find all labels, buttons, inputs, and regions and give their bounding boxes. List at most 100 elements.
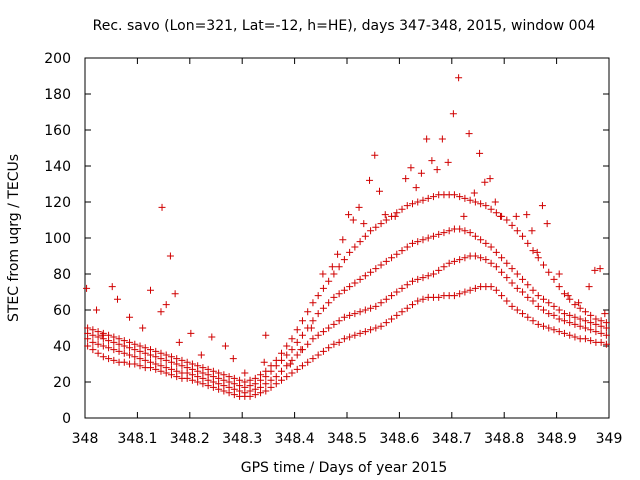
data-point: [272, 373, 280, 381]
data-point: [414, 198, 422, 206]
data-point: [508, 265, 516, 273]
data-point: [355, 203, 363, 211]
data-point: [98, 331, 106, 339]
data-point: [602, 319, 610, 327]
data-point: [229, 355, 237, 363]
data-point: [162, 351, 170, 359]
data-point: [283, 362, 291, 370]
data-point: [455, 74, 463, 82]
data-point: [272, 380, 280, 388]
data-point: [340, 335, 348, 343]
data-point: [319, 328, 327, 336]
data-point: [571, 301, 579, 309]
data-point: [382, 295, 390, 303]
data-point: [340, 313, 348, 321]
x-tick-label: 348.1: [117, 431, 157, 447]
data-point: [340, 256, 348, 264]
data-point: [576, 315, 584, 323]
data-point: [486, 175, 494, 183]
data-point: [487, 259, 495, 267]
data-point: [534, 254, 542, 262]
data-point: [419, 295, 427, 303]
data-point: [361, 306, 369, 314]
data-point: [444, 158, 452, 166]
data-point: [412, 184, 420, 192]
data-point: [581, 317, 589, 325]
data-point: [571, 313, 579, 321]
data-point: [257, 383, 265, 391]
data-point: [409, 200, 416, 208]
data-point: [492, 209, 500, 217]
data-point: [108, 283, 116, 291]
data-point: [503, 274, 511, 282]
data-point: [529, 297, 537, 305]
data-point: [508, 302, 516, 310]
data-point: [126, 313, 134, 321]
data-point: [298, 317, 306, 325]
data-point: [267, 376, 275, 384]
data-point: [393, 209, 401, 217]
data-point: [262, 331, 270, 339]
data-point: [587, 319, 595, 327]
data-point: [435, 293, 443, 301]
data-point: [540, 306, 547, 314]
data-point: [372, 223, 380, 231]
data-point: [524, 313, 532, 321]
data-point: [424, 234, 432, 242]
data-point: [236, 376, 244, 384]
data-point: [221, 342, 229, 350]
data-point: [429, 232, 437, 240]
data-point: [230, 374, 238, 382]
data-point: [433, 166, 441, 174]
data-point: [602, 340, 610, 348]
data-point: [173, 367, 181, 375]
data-point: [314, 331, 322, 339]
data-point: [512, 212, 520, 220]
data-point: [209, 367, 217, 375]
data-point: [477, 200, 485, 208]
data-point: [555, 306, 563, 314]
data-point: [519, 232, 527, 240]
data-point: [304, 308, 312, 316]
data-point: [194, 362, 202, 370]
data-point: [351, 279, 359, 287]
data-point: [314, 292, 322, 300]
data-point: [560, 310, 568, 318]
data-point: [288, 356, 296, 364]
data-point: [403, 281, 411, 289]
data-point: [482, 256, 490, 264]
x-tick-label: 348.7: [432, 431, 472, 447]
data-point: [402, 175, 410, 183]
data-point: [220, 371, 228, 379]
data-point: [367, 227, 375, 235]
data-point: [251, 374, 259, 382]
x-axis-ticks: 348 348.1 348.2 348.3 348.4 348.5 348.6 348.7 34…: [72, 58, 622, 447]
y-tick-label: 140: [44, 159, 71, 175]
data-point: [471, 284, 479, 292]
data-point: [293, 338, 301, 346]
data-point: [136, 362, 144, 370]
data-point: [461, 254, 469, 262]
data-point: [288, 346, 296, 354]
data-point: [187, 329, 195, 337]
data-point: [597, 338, 605, 346]
data-point: [147, 286, 154, 294]
plot-frame: [84, 57, 610, 419]
data-point: [377, 261, 385, 269]
data-point: [157, 349, 165, 357]
data-point: [414, 275, 422, 283]
data-point: [435, 230, 443, 238]
data-point: [319, 284, 327, 292]
data-point: [487, 283, 495, 291]
data-point: [449, 110, 457, 118]
data-point: [398, 247, 406, 255]
data-point: [110, 333, 118, 341]
data-point: [262, 387, 270, 395]
data-point: [519, 275, 527, 283]
y-tick-label: 200: [44, 51, 71, 67]
data-point: [225, 373, 233, 381]
data-point: [461, 194, 469, 202]
data-point: [262, 380, 270, 388]
data-point: [120, 349, 128, 357]
data-point: [278, 376, 285, 384]
